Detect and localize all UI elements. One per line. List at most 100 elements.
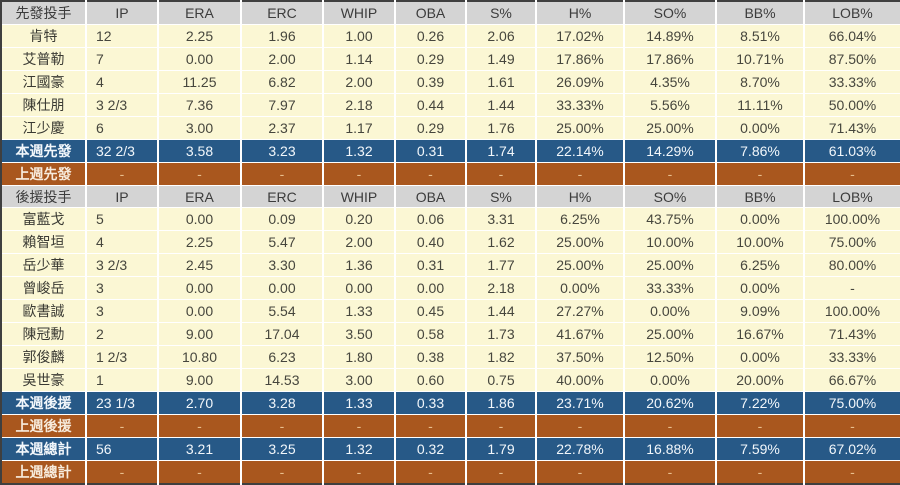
stat-cell: 1.82 — [465, 345, 536, 369]
stat-cell: 25.00% — [535, 253, 624, 277]
stat-cell: - — [715, 413, 804, 438]
stat-cell: 0.00 — [394, 276, 466, 300]
stat-cell: 3.30 — [240, 253, 323, 277]
stat-cell: 16.88% — [623, 436, 716, 461]
stat-cell: - — [322, 161, 395, 186]
table-row: 郭俊麟 1 2/3 10.80 6.23 1.80 0.38 1.82 37.50% 12.50… — [1, 345, 900, 369]
stat-cell: 3 — [85, 299, 158, 323]
stat-cell: 17.04 — [240, 322, 323, 346]
stat-cell: 7 — [85, 46, 158, 71]
stat-cell: 3.00 — [322, 368, 395, 392]
row-label-cell: 上週總計 — [1, 459, 86, 484]
stat-cell: 1.86 — [465, 390, 536, 415]
stat-cell: 9.00 — [157, 368, 241, 392]
stat-cell: 25.00% — [535, 230, 624, 254]
stat-cell: 0.00 — [157, 46, 241, 71]
stat-cell: 1.32 — [322, 138, 395, 163]
stat-cell: 17.02% — [535, 23, 624, 48]
stat-cell: 14.89% — [623, 23, 716, 48]
pitcher-name-cell: 歐書誠 — [1, 299, 86, 323]
stat-cell: 27.27% — [535, 299, 624, 323]
stat-cell: 3.58 — [157, 138, 241, 163]
stat-cell: - — [322, 459, 395, 484]
stat-cell: 7.36 — [157, 92, 241, 117]
stat-cell: 0.00 — [157, 299, 241, 323]
stat-cell: 17.86% — [623, 46, 716, 71]
stat-cell: 2.70 — [157, 390, 241, 415]
stat-cell: - — [465, 161, 536, 186]
stat-cell: 3 2/3 — [85, 253, 158, 277]
table-row: 陳冠勳 2 9.00 17.04 3.50 0.58 1.73 41.67% 25.00% 16.… — [1, 322, 900, 346]
table-row: 江少慶 6 3.00 2.37 1.17 0.29 1.76 25.00% 25.00% 0.00… — [1, 115, 900, 140]
section-header-row: 先發投手 IP ERA ERC WHIP OBA S% H% SO% BB% LOB% — [1, 0, 900, 25]
stat-cell: 26.09% — [535, 69, 624, 94]
section-header-row: 後援投手 IP ERA ERC WHIP OBA S% H% SO% BB% LOB% — [1, 184, 900, 208]
stat-cell: - — [394, 459, 466, 484]
column-header-cell: S% — [465, 0, 536, 25]
stat-cell: 0.00% — [715, 207, 804, 231]
stat-cell: 5.47 — [240, 230, 323, 254]
stat-cell: - — [803, 459, 900, 484]
stat-cell: 2.00 — [240, 46, 323, 71]
stat-cell: - — [623, 161, 716, 186]
stat-cell: 0.44 — [394, 92, 466, 117]
stat-cell: 0.26 — [394, 23, 466, 48]
stat-cell: 2 — [85, 322, 158, 346]
stat-cell: 67.02% — [803, 436, 900, 461]
stat-cell: 66.67% — [803, 368, 900, 392]
stat-cell: 0.40 — [394, 230, 466, 254]
stat-cell: 6.25% — [715, 253, 804, 277]
stat-cell: 23 1/3 — [85, 390, 158, 415]
stat-cell: 2.37 — [240, 115, 323, 140]
stat-cell: 0.29 — [394, 115, 466, 140]
stat-cell: 41.67% — [535, 322, 624, 346]
table-row: 本週後援 23 1/3 2.70 3.28 1.33 0.33 1.86 23.71% 20.6… — [1, 390, 900, 415]
column-header-cell: IP — [85, 184, 158, 208]
stat-cell: 16.67% — [715, 322, 804, 346]
stat-cell: 12 — [85, 23, 158, 48]
stat-cell: 6.25% — [535, 207, 624, 231]
table-row: 吳世豪 1 9.00 14.53 3.00 0.60 0.75 40.00% 0.00% 20.0… — [1, 368, 900, 392]
stat-cell: 33.33% — [623, 276, 716, 300]
stat-cell: 1.36 — [322, 253, 395, 277]
stat-cell: 1.62 — [465, 230, 536, 254]
section-header-label: 先發投手 — [1, 0, 86, 25]
row-label-cell: 本週總計 — [1, 436, 86, 461]
stat-cell: - — [715, 459, 804, 484]
stat-cell: - — [85, 161, 158, 186]
stat-cell: 22.14% — [535, 138, 624, 163]
stat-cell: 1.17 — [322, 115, 395, 140]
stat-cell: 1.44 — [465, 299, 536, 323]
stat-cell: - — [465, 459, 536, 484]
stat-cell: 3.28 — [240, 390, 323, 415]
stat-cell: 1.73 — [465, 322, 536, 346]
stat-cell: 1 2/3 — [85, 345, 158, 369]
table-row: 上週先發 - - - - - - - - - - — [1, 161, 900, 186]
stat-cell: - — [623, 413, 716, 438]
stat-cell: 0.09 — [240, 207, 323, 231]
stat-cell: 0.00 — [322, 276, 395, 300]
stat-cell: 9.09% — [715, 299, 804, 323]
stat-cell: 1.74 — [465, 138, 536, 163]
column-header-cell: LOB% — [803, 0, 900, 25]
pitcher-name-cell: 賴智垣 — [1, 230, 86, 254]
stat-cell: 0.60 — [394, 368, 466, 392]
stat-cell: 0.39 — [394, 69, 466, 94]
stat-cell: - — [157, 413, 241, 438]
stat-cell: 17.86% — [535, 46, 624, 71]
stat-cell: - — [394, 413, 466, 438]
stat-cell: 8.70% — [715, 69, 804, 94]
stat-cell: 75.00% — [803, 390, 900, 415]
stat-cell: 14.53 — [240, 368, 323, 392]
stat-cell: 11.25 — [157, 69, 241, 94]
row-label-cell: 上週後援 — [1, 413, 86, 438]
stat-cell: 40.00% — [535, 368, 624, 392]
column-header-cell: LOB% — [803, 184, 900, 208]
stat-cell: - — [803, 161, 900, 186]
pitcher-name-cell: 岳少華 — [1, 253, 86, 277]
table-row: 本週總計 56 3.21 3.25 1.32 0.32 1.79 22.78% 16.88% 7.… — [1, 436, 900, 461]
column-header-cell: ERC — [240, 0, 323, 25]
stat-cell: 3.21 — [157, 436, 241, 461]
